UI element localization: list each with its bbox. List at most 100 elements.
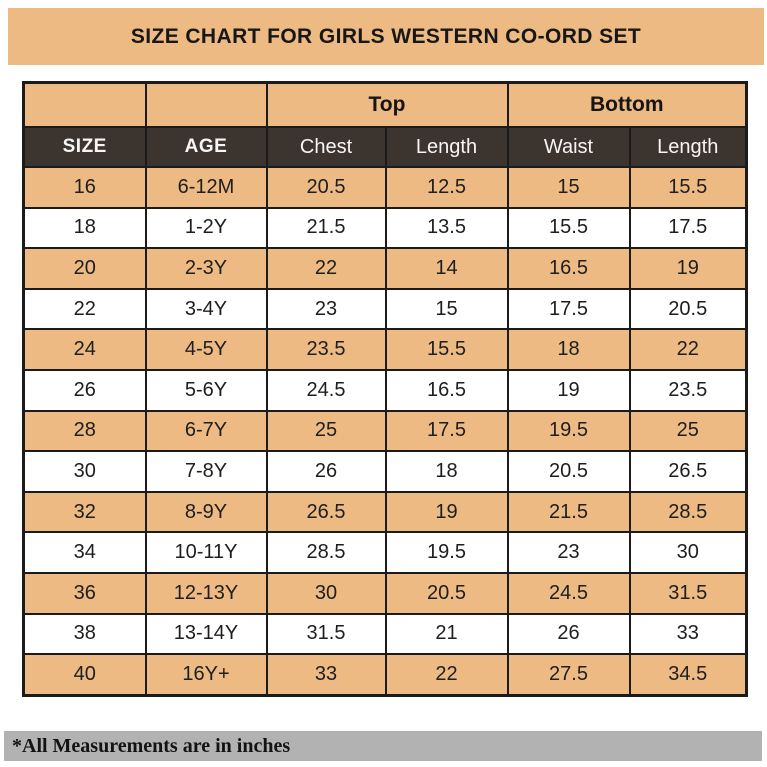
table-cell: 33 [628,612,748,656]
table-cell: 36 [22,571,147,615]
table-cell: 18 [506,328,631,371]
table-cell: 7-8Y [144,450,268,493]
table-cell: 13.5 [384,206,509,250]
table-cell: 20.5 [384,571,509,615]
table-cell: 26.5 [628,450,748,493]
table-cell: 38 [22,612,147,656]
column-header-size: SIZE [22,126,147,168]
table-cell: 8-9Y [144,490,268,534]
table-cell: 33 [265,653,387,697]
table-cell: 19.5 [506,409,631,453]
table-cell: 23.5 [628,368,748,412]
group-header-row: Top Bottom [22,81,748,128]
column-header-chest: Chest [265,126,387,168]
table-cell: 19 [628,247,748,290]
title-banner: SIZE CHART FOR GIRLS WESTERN CO-ORD SET [8,8,764,65]
table-cell: 26 [22,368,147,412]
table-row: 16 6-12M 20.5 12.5 15 15.5 [22,166,748,209]
table-cell: 26 [506,612,631,656]
table-cell: 22 [265,247,387,290]
table-cell: 15 [506,166,631,209]
table-cell: 23 [506,531,631,574]
table-row: 24 4-5Y 23.5 15.5 18 22 [22,328,748,371]
group-header-top: Top [265,81,509,128]
table-cell: 19 [506,368,631,412]
table-cell: 20 [22,247,147,290]
table-cell: 22 [384,653,509,697]
table-cell: 12-13Y [144,571,268,615]
table-cell: 10-11Y [144,531,268,574]
table-cell: 28.5 [628,490,748,534]
table-cell: 14 [384,247,509,290]
table-cell: 5-6Y [144,368,268,412]
table-cell: 23 [265,287,387,331]
table-cell: 34.5 [628,653,748,697]
size-chart-table-wrap: Top Bottom SIZE AGE Chest Length Waist L… [22,81,749,697]
table-cell: 19 [384,490,509,534]
table-cell: 30 [22,450,147,493]
table-row: 28 6-7Y 25 17.5 19.5 25 [22,409,748,453]
table-cell: 6-7Y [144,409,268,453]
table-cell: 31.5 [628,571,748,615]
table-cell: 19.5 [384,531,509,574]
table-cell: 26 [265,450,387,493]
table-cell: 18 [22,206,147,250]
table-cell: 21.5 [265,206,387,250]
table-cell: 27.5 [506,653,631,697]
table-cell: 32 [22,490,147,534]
table-cell: 28.5 [265,531,387,574]
table-cell: 20.5 [506,450,631,493]
table-cell: 16Y+ [144,653,268,697]
table-cell: 24.5 [265,368,387,412]
table-row: 18 1-2Y 21.5 13.5 15.5 17.5 [22,206,748,250]
table-cell: 24.5 [506,571,631,615]
table-cell: 16 [22,166,147,209]
footnote-bar: *All Measurements are in inches [4,731,762,761]
group-header-empty-size [22,81,147,128]
table-row: 30 7-8Y 26 18 20.5 26.5 [22,450,748,493]
table-cell: 30 [265,571,387,615]
column-header-bottom-length: Length [628,126,748,168]
table-cell: 26.5 [265,490,387,534]
table-cell: 15.5 [628,166,748,209]
size-chart-table: Top Bottom SIZE AGE Chest Length Waist L… [22,81,749,697]
table-cell: 13-14Y [144,612,268,656]
table-row: 36 12-13Y 30 20.5 24.5 31.5 [22,571,748,615]
table-cell: 23.5 [265,328,387,371]
table-cell: 22 [22,287,147,331]
table-cell: 40 [22,653,147,697]
table-cell: 16.5 [384,368,509,412]
table-cell: 20.5 [628,287,748,331]
table-cell: 12.5 [384,166,509,209]
column-header-row: SIZE AGE Chest Length Waist Length [22,126,748,168]
column-header-top-length: Length [384,126,509,168]
table-cell: 31.5 [265,612,387,656]
table-cell: 3-4Y [144,287,268,331]
table-cell: 15.5 [384,328,509,371]
table-row: 38 13-14Y 31.5 21 26 33 [22,612,748,656]
table-cell: 2-3Y [144,247,268,290]
table-cell: 6-12M [144,166,268,209]
table-cell: 4-5Y [144,328,268,371]
footnote-text: *All Measurements are in inches [12,734,291,757]
table-cell: 17.5 [506,287,631,331]
table-cell: 15 [384,287,509,331]
table-cell: 18 [384,450,509,493]
table-cell: 22 [628,328,748,371]
column-header-waist: Waist [506,126,631,168]
table-cell: 17.5 [384,409,509,453]
table-cell: 30 [628,531,748,574]
table-cell: 16.5 [506,247,631,290]
table-cell: 15.5 [506,206,631,250]
table-row: 20 2-3Y 22 14 16.5 19 [22,247,748,290]
table-cell: 20.5 [265,166,387,209]
column-header-age: AGE [144,126,268,168]
table-cell: 34 [22,531,147,574]
table-cell: 25 [265,409,387,453]
group-header-empty-age [144,81,268,128]
table-cell: 1-2Y [144,206,268,250]
table-row: 22 3-4Y 23 15 17.5 20.5 [22,287,748,331]
table-cell: 24 [22,328,147,371]
table-cell: 17.5 [628,206,748,250]
